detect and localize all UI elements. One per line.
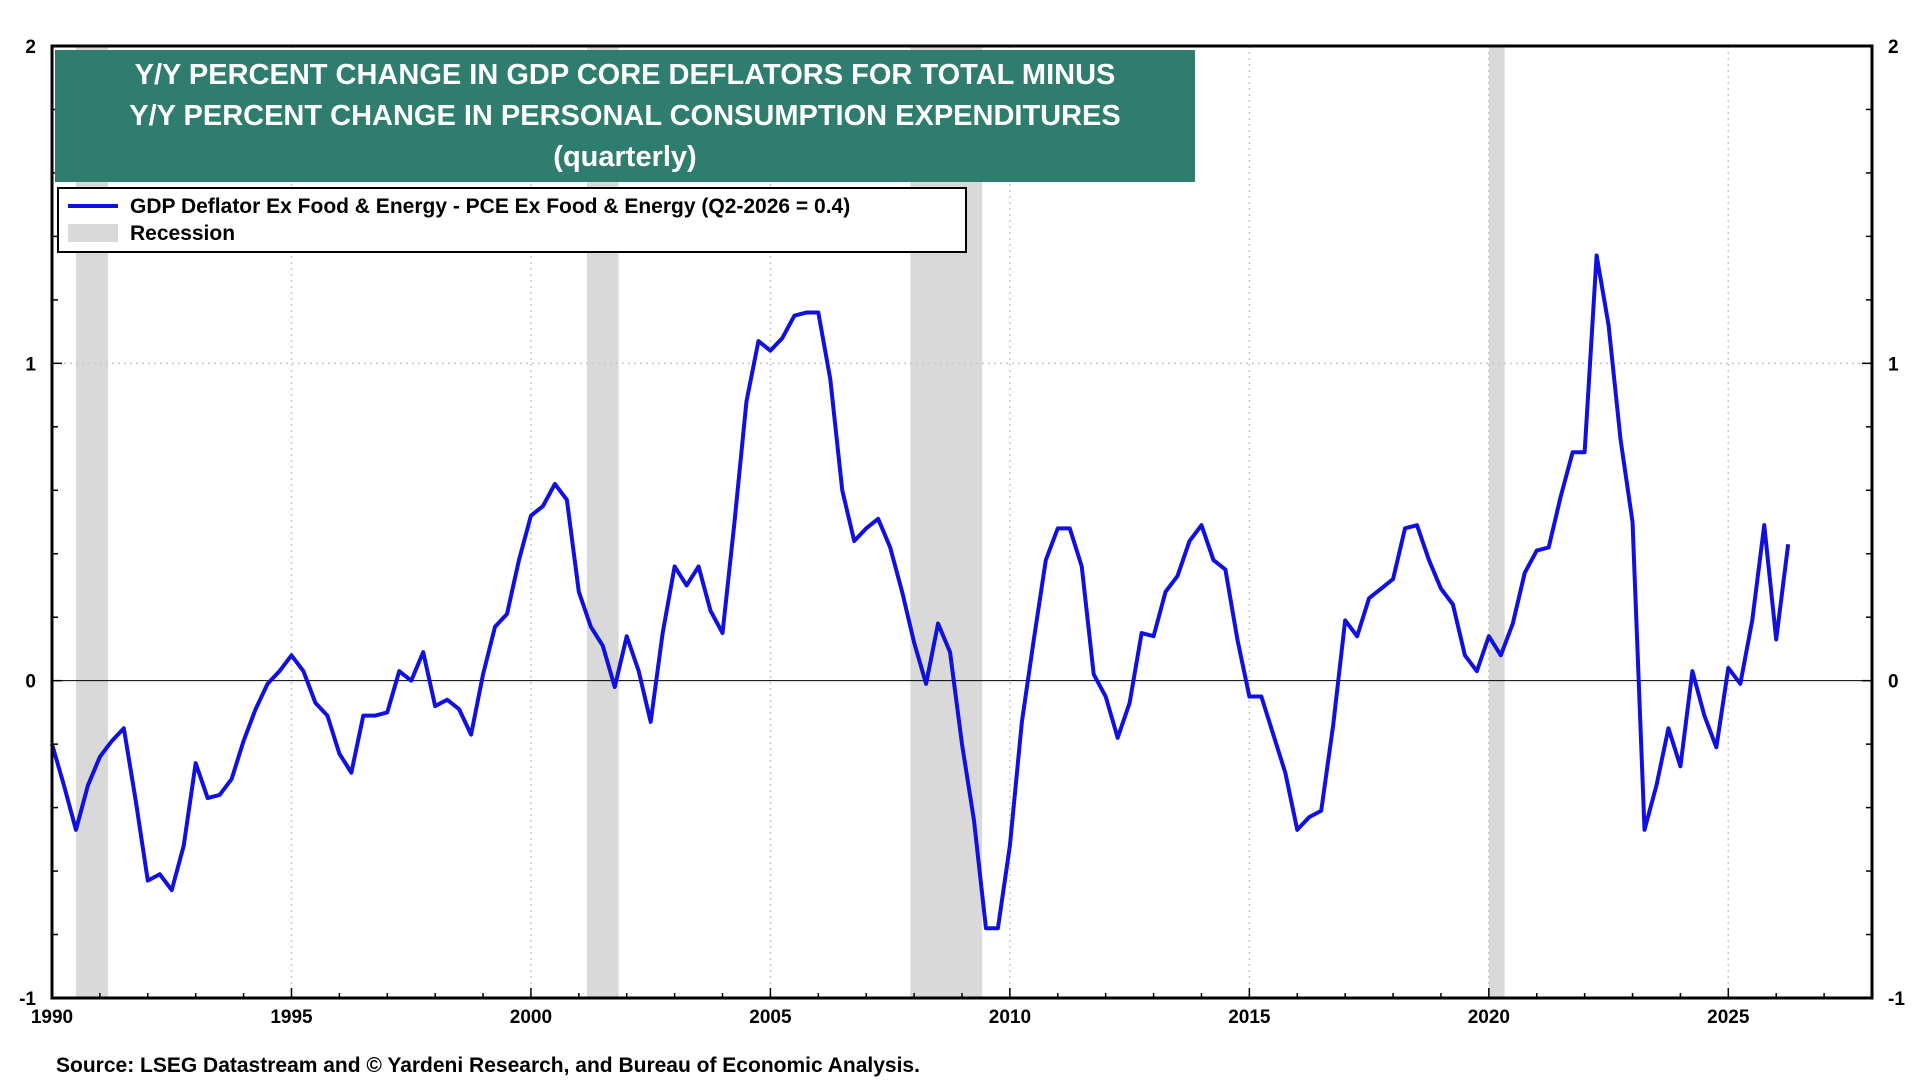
y-tick-label-right--1: -1 [1888,989,1905,1010]
legend-series-label: GDP Deflator Ex Food & Energy - PCE Ex F… [130,195,850,218]
y-tick-label-right-0: 0 [1888,672,1899,693]
y-tick-label-right-2: 2 [1888,37,1899,58]
x-tick-label-2005: 2005 [749,1007,792,1028]
source-note: Source: LSEG Datastream and © Yardeni Re… [56,1054,920,1077]
x-tick-label-1995: 1995 [270,1007,313,1028]
title-background [55,50,1195,182]
axis-ticks [51,45,1873,999]
y-tick-label-left-1: 1 [25,354,36,375]
legend-box [57,187,967,253]
x-tick-label-2010: 2010 [989,1007,1031,1028]
recession-band-3 [1488,46,1505,998]
x-tick-label-2015: 2015 [1228,1007,1271,1028]
x-tick-label-1990: 1990 [31,1007,73,1028]
series-line-gdp-minus-pce [50,253,1791,931]
x-tick-label-2020: 2020 [1468,1007,1510,1028]
legend-recession-label: Recession [130,222,235,245]
y-tick-label-left--1: -1 [19,989,36,1010]
legend-recession-swatch [68,224,118,242]
axis-tick-labels: 1990 1995 2000 2005 2010 2015 2020 2025 2 2 1 1 0 0 -1… [19,37,1905,1028]
y-tick-label-right-1: 1 [1888,354,1899,375]
legend: GDP Deflator Ex Food & Energy - PCE Ex F… [57,187,967,253]
y-tick-label-left-0: 0 [25,672,36,693]
x-tick-label-2000: 2000 [510,1007,552,1028]
chart-title-box: Y/Y PERCENT CHANGE IN GDP CORE DEFLATORS… [55,50,1195,182]
chart-title-line-2: Y/Y PERCENT CHANGE IN PERSONAL CONSUMPTI… [129,100,1121,132]
chart-title-line-3: (quarterly) [553,141,696,173]
y-tick-label-left-2: 2 [25,37,36,58]
x-tick-label-2025: 2025 [1707,1007,1750,1028]
chart-title-line-1: Y/Y PERCENT CHANGE IN GDP CORE DEFLATORS… [135,59,1116,91]
